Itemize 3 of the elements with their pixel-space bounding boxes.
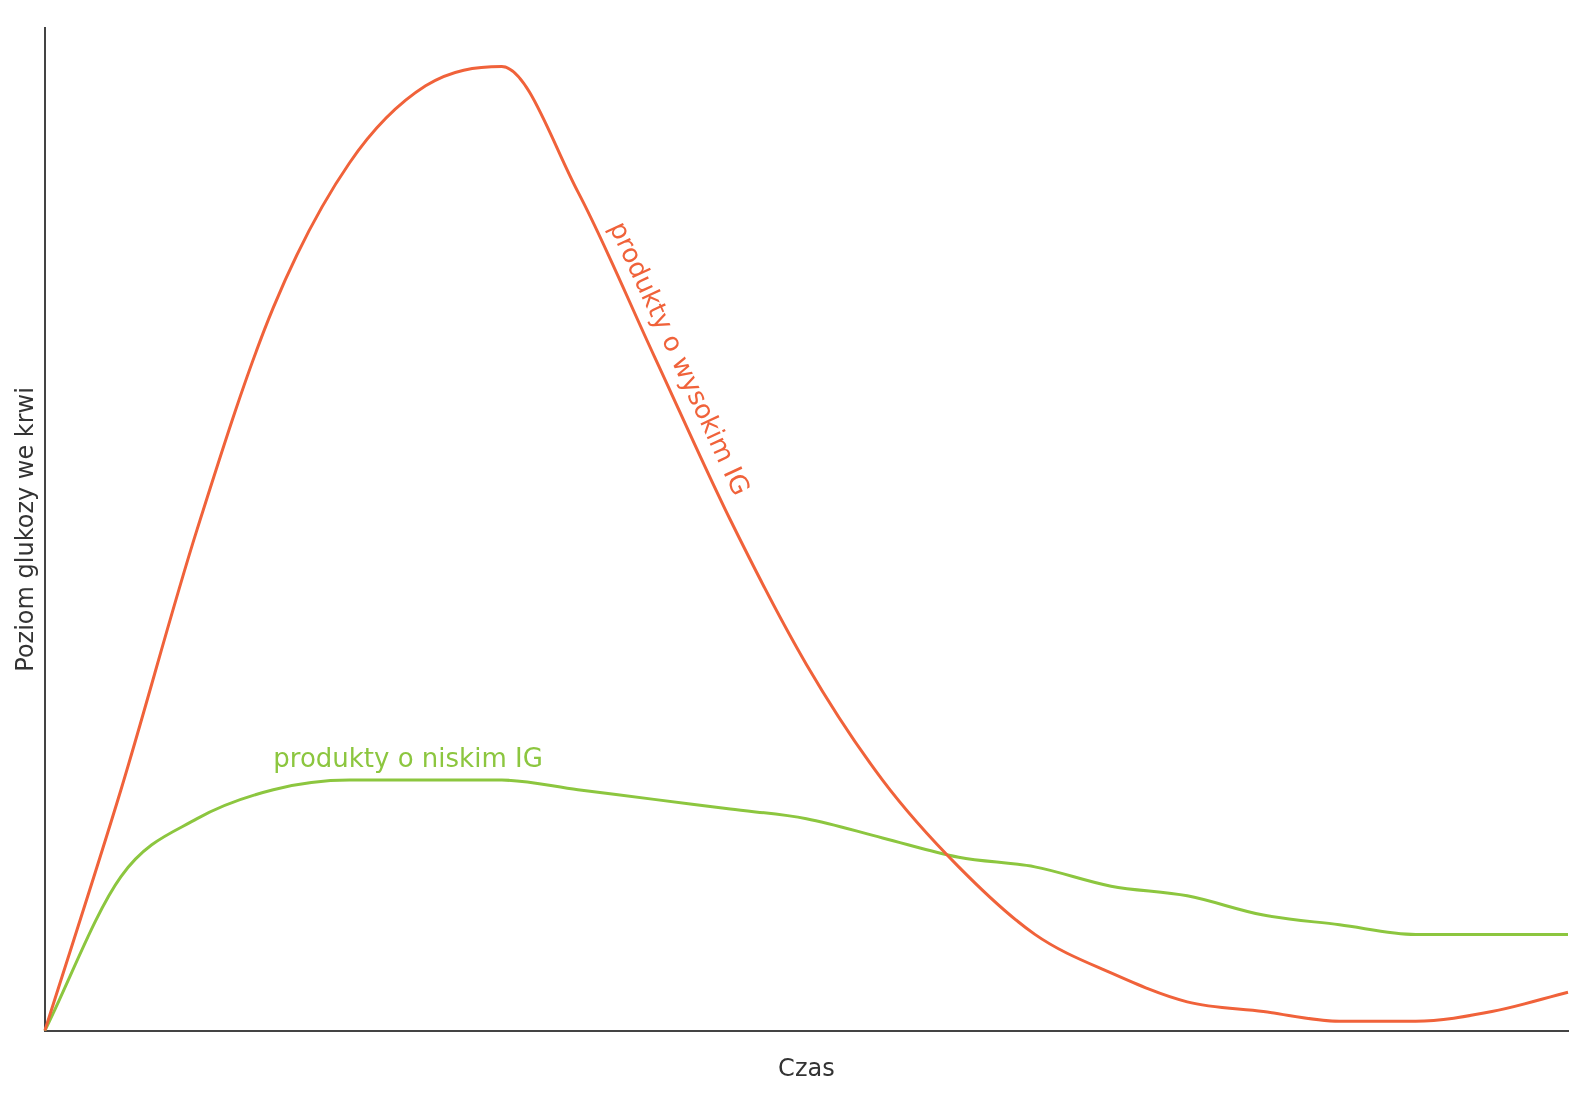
x-axis-title: Czas (778, 1053, 835, 1082)
y-axis-title: Poziom glukozy we krwi (10, 387, 39, 672)
series-label: produkty o niskim IG (273, 743, 543, 774)
